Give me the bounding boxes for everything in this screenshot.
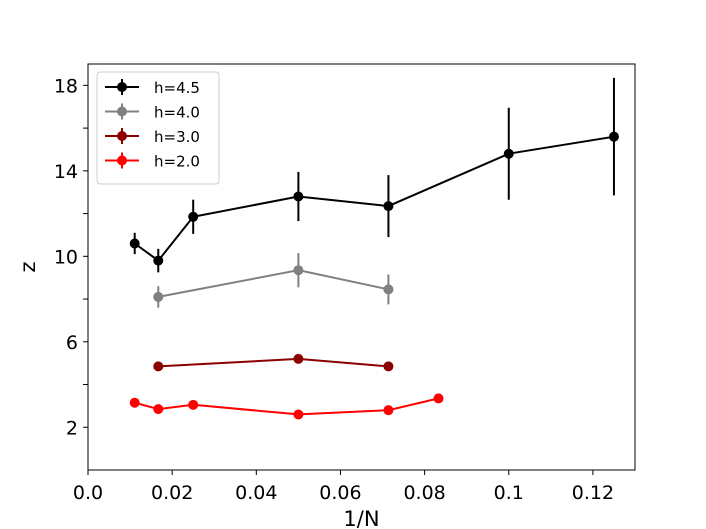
legend-marker <box>117 155 127 166</box>
data-point <box>293 353 304 364</box>
data-point <box>383 201 394 212</box>
legend-entry: h=4.5 <box>105 79 200 97</box>
data-point <box>383 361 394 372</box>
y-tick-label: 2 <box>66 417 78 439</box>
data-point <box>153 361 164 372</box>
legend: h=4.5 h=4.0 h=3.0 h=2.0 <box>96 71 220 185</box>
y-tick-label: 18 <box>54 75 78 97</box>
data-point <box>433 393 444 404</box>
legend-marker <box>117 131 127 141</box>
legend-entry: h=3.0 <box>105 128 200 146</box>
legend-label: h=4.0 <box>154 104 200 122</box>
series-h=4.0 <box>153 253 394 308</box>
y-axis: 2 6 10 14 18 <box>54 75 88 439</box>
data-point <box>383 405 394 416</box>
legend-label: h=4.5 <box>154 79 200 97</box>
x-tick-label: 0.02 <box>151 482 193 504</box>
series-h=3.0 <box>153 353 394 372</box>
data-point <box>293 409 304 420</box>
data-point <box>608 131 619 142</box>
y-tick-label: 10 <box>54 246 78 268</box>
series-h=4.5 <box>129 77 619 273</box>
x-tick-label: 0.06 <box>319 482 361 504</box>
x-tick-label: 0.1 <box>494 482 524 504</box>
x-axis: 0.0 0.02 0.04 0.06 0.08 0.1 0.12 <box>73 470 614 504</box>
data-point <box>153 255 164 266</box>
x-tick-label: 0.12 <box>572 482 614 504</box>
plot-area <box>87 63 636 471</box>
legend-entry: h=4.0 <box>105 103 200 122</box>
data-point <box>153 291 164 302</box>
y-tick-label: 14 <box>54 161 78 183</box>
x-tick-label: 0.08 <box>403 482 445 504</box>
data-point <box>153 404 164 415</box>
data-point <box>129 397 140 408</box>
series-layer <box>129 77 619 420</box>
data-point <box>129 238 140 249</box>
series-h=2.0 <box>129 393 444 420</box>
data-point <box>383 284 394 295</box>
data-point <box>503 148 514 159</box>
legend-box <box>96 71 220 185</box>
x-tick-label: 0.0 <box>73 482 103 504</box>
legend-entry: h=2.0 <box>105 152 200 171</box>
legend-label: h=3.0 <box>154 128 200 146</box>
axes-frame <box>87 63 636 471</box>
data-point <box>188 211 199 222</box>
legend-label: h=2.0 <box>154 153 200 171</box>
data-point <box>188 399 199 410</box>
data-point <box>293 265 304 276</box>
legend-marker <box>117 82 127 92</box>
x-axis-label: 1/N <box>343 507 379 529</box>
y-axis-label: z <box>16 261 40 272</box>
data-point <box>293 191 304 202</box>
legend-marker <box>117 106 127 117</box>
x-tick-label: 0.04 <box>235 482 277 504</box>
y-tick-label: 6 <box>66 332 78 354</box>
